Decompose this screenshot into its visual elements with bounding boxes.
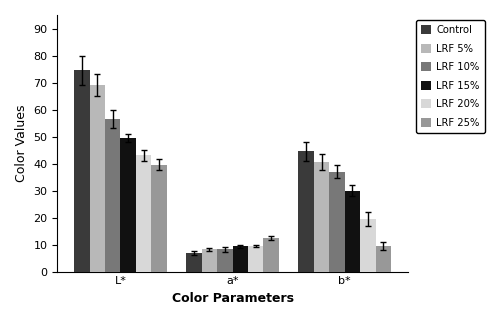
Bar [202, 249, 217, 272]
Bar [298, 151, 314, 272]
Legend: Control, LRF 5%, LRF 10%, LRF 15%, LRF 20%, LRF 25%: Control, LRF 5%, LRF 10%, LRF 15%, LRF 2… [416, 20, 484, 132]
Bar [120, 138, 136, 272]
Bar [74, 70, 90, 272]
Bar [152, 165, 166, 272]
Bar [90, 85, 105, 272]
Bar [217, 249, 232, 272]
X-axis label: Color Parameters: Color Parameters [172, 292, 294, 305]
Bar [330, 172, 344, 272]
Bar [314, 162, 330, 272]
Bar [248, 246, 264, 272]
Bar [376, 246, 391, 272]
Bar [105, 119, 120, 272]
Bar [186, 253, 202, 272]
Y-axis label: Color Values: Color Values [15, 105, 28, 182]
Bar [264, 238, 279, 272]
Bar [360, 219, 376, 272]
Bar [344, 190, 360, 272]
Bar [232, 246, 248, 272]
Bar [136, 156, 152, 272]
